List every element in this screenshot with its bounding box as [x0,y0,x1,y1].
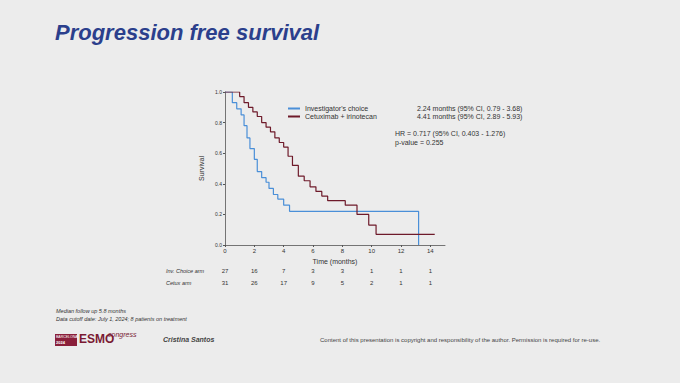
svg-text:7: 7 [282,268,286,274]
svg-text:Investigator's choice: Investigator's choice [305,105,368,113]
svg-text:8: 8 [341,248,345,254]
svg-text:Cetuximab + irinotecan: Cetuximab + irinotecan [305,113,377,120]
svg-text:3: 3 [311,268,315,274]
svg-text:4: 4 [282,248,286,254]
svg-text:12: 12 [398,248,405,254]
svg-text:9: 9 [311,280,315,286]
svg-text:Median follow up 5.8 months: Median follow up 5.8 months [56,308,126,314]
svg-text:0.4: 0.4 [215,181,222,187]
svg-text:0.0: 0.0 [215,242,222,248]
svg-text:p-value = 0.255: p-value = 0.255 [395,139,444,147]
svg-text:Survival: Survival [198,156,205,181]
svg-text:16: 16 [251,268,258,274]
svg-text:0: 0 [223,248,227,254]
svg-text:HR = 0.717 (95% CI, 0.403 - 1.: HR = 0.717 (95% CI, 0.403 - 1.276) [395,130,505,138]
svg-text:2.24 months (95% CI, 0.79 - 3.: 2.24 months (95% CI, 0.79 - 3.68) [417,105,522,113]
svg-text:3: 3 [341,268,345,274]
svg-text:6: 6 [311,248,315,254]
svg-text:Cetux arm: Cetux arm [166,280,192,286]
svg-text:ESMO: ESMO [79,332,115,346]
svg-text:27: 27 [222,268,229,274]
svg-text:1: 1 [399,268,403,274]
svg-text:26: 26 [251,280,258,286]
svg-text:2: 2 [370,280,374,286]
svg-text:5: 5 [341,280,345,286]
svg-text:Inv. Choice arm: Inv. Choice arm [166,268,205,274]
svg-text:congress: congress [108,331,137,339]
svg-text:14: 14 [427,248,434,254]
svg-text:1.0: 1.0 [215,89,222,95]
svg-text:Cristina Santos: Cristina Santos [163,336,214,343]
svg-text:1: 1 [429,280,433,286]
svg-text:2024: 2024 [56,340,66,345]
svg-text:1: 1 [429,268,433,274]
svg-text:1: 1 [399,280,403,286]
svg-text:2: 2 [253,248,257,254]
svg-text:Content of this presentation i: Content of this presentation is copyrigh… [320,337,600,343]
svg-text:0.6: 0.6 [215,150,222,156]
svg-text:4.41 months (95% CI, 2.89 - 5.: 4.41 months (95% CI, 2.89 - 5.93) [417,113,522,121]
svg-text:0.2: 0.2 [215,211,222,217]
svg-text:BARCELONA: BARCELONA [56,335,78,339]
svg-text:Time (months): Time (months) [313,258,358,266]
svg-text:0.8: 0.8 [215,120,222,126]
svg-text:1: 1 [370,268,374,274]
svg-text:31: 31 [222,280,229,286]
svg-text:Progression free survival: Progression free survival [55,20,320,45]
svg-text:17: 17 [280,280,287,286]
svg-text:Data cutoff date: July 1, 2024: Data cutoff date: July 1, 2024; 8 patien… [56,316,187,322]
svg-text:10: 10 [368,248,375,254]
